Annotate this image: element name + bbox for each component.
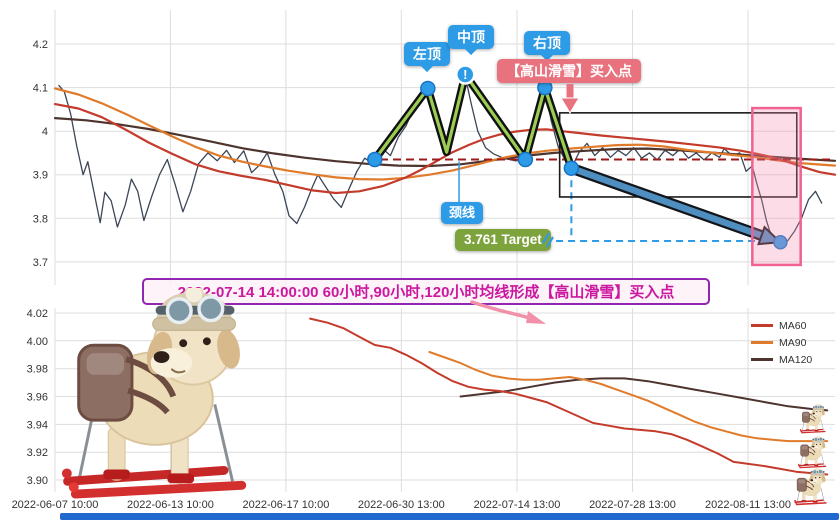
svg-text:2022-08-11 13:00: 2022-08-11 13:00: [705, 499, 791, 511]
target-badge: 3.761 Target: [455, 229, 551, 251]
banner-arrow-icon: [470, 300, 546, 324]
legend-swatch: [751, 358, 773, 361]
svg-text:3.96: 3.96: [27, 392, 48, 404]
svg-text:2022-07-28 13:00: 2022-07-28 13:00: [589, 499, 676, 511]
signal-banner: 2022-07-14 14:00:00 60小时,90小时,120小时均线形成【…: [142, 278, 710, 305]
neckline-label: 颈线: [449, 205, 476, 220]
svg-text:3.94: 3.94: [27, 419, 48, 431]
buy-point-arrow-icon: [560, 84, 580, 114]
svg-text:3.7: 3.7: [33, 257, 48, 269]
ski-dog-mascot-image: [57, 288, 269, 503]
svg-text:4.2: 4.2: [33, 39, 48, 51]
signal-banner-text: 2022-07-14 14:00:00 60小时,90小时,120小时均线形成【…: [177, 284, 675, 301]
buy-point-label: 【高山滑雪】买入点: [506, 63, 632, 79]
svg-text:3.8: 3.8: [33, 213, 48, 225]
svg-text:3.9: 3.9: [33, 170, 48, 182]
right-top-label: 右顶: [533, 35, 561, 51]
ma-legend: MA60 MA90 MA120: [751, 317, 812, 368]
svg-text:4: 4: [42, 126, 48, 138]
svg-text:4.1: 4.1: [33, 83, 48, 95]
svg-text:3.90: 3.90: [27, 475, 48, 487]
svg-text:!: !: [463, 67, 467, 82]
svg-text:2022-06-17 10:00: 2022-06-17 10:00: [242, 499, 329, 511]
mini-mascot-icon: [793, 468, 831, 506]
legend-item: MA120: [751, 351, 812, 368]
legend-swatch: [751, 324, 773, 327]
svg-text:4.00: 4.00: [27, 336, 48, 348]
right-top-badge: 右顶: [524, 31, 570, 62]
buy-point-badge: 【高山滑雪】买入点: [497, 59, 641, 83]
mini-mascot-icon: [799, 404, 829, 434]
legend-item: MA90: [751, 334, 812, 351]
left-top-badge: 左顶: [404, 42, 450, 73]
svg-text:4.02: 4.02: [27, 308, 48, 320]
bottom-scrollbar-strip[interactable]: [60, 513, 839, 520]
legend-label: MA60: [779, 319, 807, 332]
mid-top-label: 中顶: [457, 29, 485, 45]
target-label: 3.761 Target: [464, 232, 542, 247]
svg-text:3.92: 3.92: [27, 447, 48, 459]
legend-swatch: [751, 341, 773, 344]
mini-mascot-icon: [797, 436, 830, 469]
svg-text:2022-07-14 13:00: 2022-07-14 13:00: [474, 499, 561, 511]
left-top-label: 左顶: [413, 46, 441, 62]
neckline-badge: 颈线: [441, 202, 484, 224]
svg-text:2022-06-13 10:00: 2022-06-13 10:00: [127, 499, 214, 511]
legend-item: MA60: [751, 317, 812, 334]
svg-text:2022-06-30 13:00: 2022-06-30 13:00: [358, 499, 445, 511]
line-break-marks-icon: [542, 232, 554, 248]
legend-label: MA90: [779, 336, 807, 349]
legend-label: MA120: [779, 353, 813, 366]
svg-text:2022-06-07 10:00: 2022-06-07 10:00: [12, 499, 99, 511]
mid-top-badge: 中顶: [448, 25, 494, 56]
svg-text:3.98: 3.98: [27, 364, 48, 376]
